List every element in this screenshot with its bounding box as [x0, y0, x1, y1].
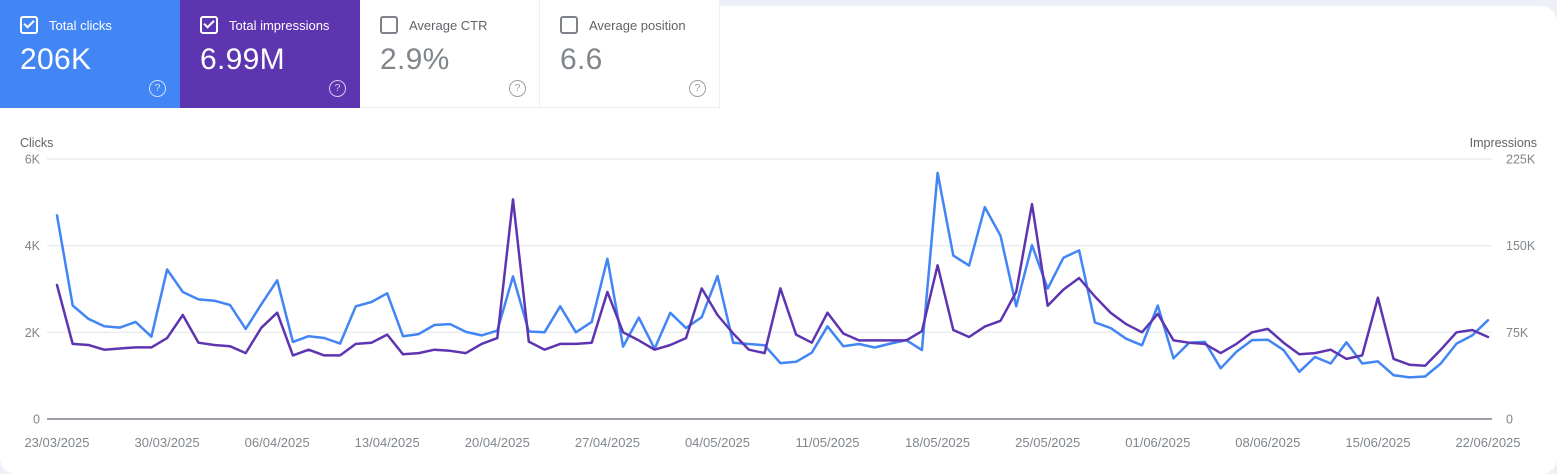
average-ctr-checkbox[interactable] — [380, 16, 398, 34]
left-axis-tick: 0 — [33, 413, 40, 427]
card-average-position[interactable]: Average position 6.6 ? — [540, 0, 720, 108]
card-value: 206K — [20, 43, 92, 76]
x-axis-tick: 27/04/2025 — [575, 435, 640, 450]
total-clicks-checkbox[interactable] — [20, 16, 38, 34]
x-axis-tick: 11/05/2025 — [795, 435, 859, 450]
checkmark-icon — [23, 17, 35, 29]
right-axis-tick: 225K — [1506, 153, 1536, 167]
card-value: 6.6 — [560, 43, 603, 76]
card-header: Average position — [560, 16, 699, 34]
right-axis-tick: 75K — [1506, 326, 1529, 340]
card-header: Total impressions — [200, 16, 339, 34]
right-axis-tick: 0 — [1506, 413, 1513, 427]
x-axis-tick: 23/03/2025 — [24, 435, 89, 450]
card-total-impressions[interactable]: Total impressions 6.99M ? — [180, 0, 360, 108]
left-axis-title: Clicks — [20, 136, 53, 150]
x-axis-tick: 30/03/2025 — [135, 435, 200, 450]
card-label: Average position — [589, 17, 686, 33]
clicks-line[interactable] — [55, 171, 1490, 379]
x-axis-tick: 01/06/2025 — [1125, 435, 1190, 450]
help-icon[interactable]: ? — [149, 80, 166, 97]
metric-cards: Total clicks 206K ? Total impressions 6.… — [0, 0, 720, 108]
card-label: Total impressions — [229, 17, 330, 33]
help-icon[interactable]: ? — [509, 80, 526, 97]
x-axis-tick: 08/06/2025 — [1235, 435, 1300, 450]
card-header: Average CTR — [380, 16, 519, 34]
checkmark-icon — [203, 17, 215, 29]
x-axis-tick: 22/06/2025 — [1455, 435, 1520, 450]
average-position-checkbox[interactable] — [560, 16, 578, 34]
left-axis-tick: 2K — [25, 326, 41, 340]
x-axis-tick: 15/06/2025 — [1345, 435, 1410, 450]
card-total-clicks[interactable]: Total clicks 206K ? — [0, 0, 180, 108]
x-axis-tick: 06/04/2025 — [245, 435, 310, 450]
x-axis-tick: 04/05/2025 — [685, 435, 750, 450]
help-icon[interactable]: ? — [689, 80, 706, 97]
right-axis-tick: 150K — [1506, 239, 1536, 253]
card-label: Total clicks — [49, 17, 112, 33]
x-axis-tick: 25/05/2025 — [1015, 435, 1080, 450]
card-average-ctr[interactable]: Average CTR 2.9% ? — [360, 0, 540, 108]
card-label: Average CTR — [409, 17, 488, 33]
right-axis-title: Impressions — [1470, 136, 1537, 150]
x-axis-tick: 18/05/2025 — [905, 435, 970, 450]
impressions-line[interactable] — [55, 198, 1490, 368]
total-impressions-checkbox[interactable] — [200, 16, 218, 34]
help-icon[interactable]: ? — [329, 80, 346, 97]
card-header: Total clicks — [20, 16, 159, 34]
left-axis-tick: 4K — [25, 239, 41, 253]
left-axis-tick: 6K — [25, 153, 41, 167]
x-axis-tick: 20/04/2025 — [465, 435, 530, 450]
card-value: 2.9% — [380, 43, 450, 76]
x-axis-tick: 13/04/2025 — [355, 435, 420, 450]
card-value: 6.99M — [200, 43, 285, 76]
